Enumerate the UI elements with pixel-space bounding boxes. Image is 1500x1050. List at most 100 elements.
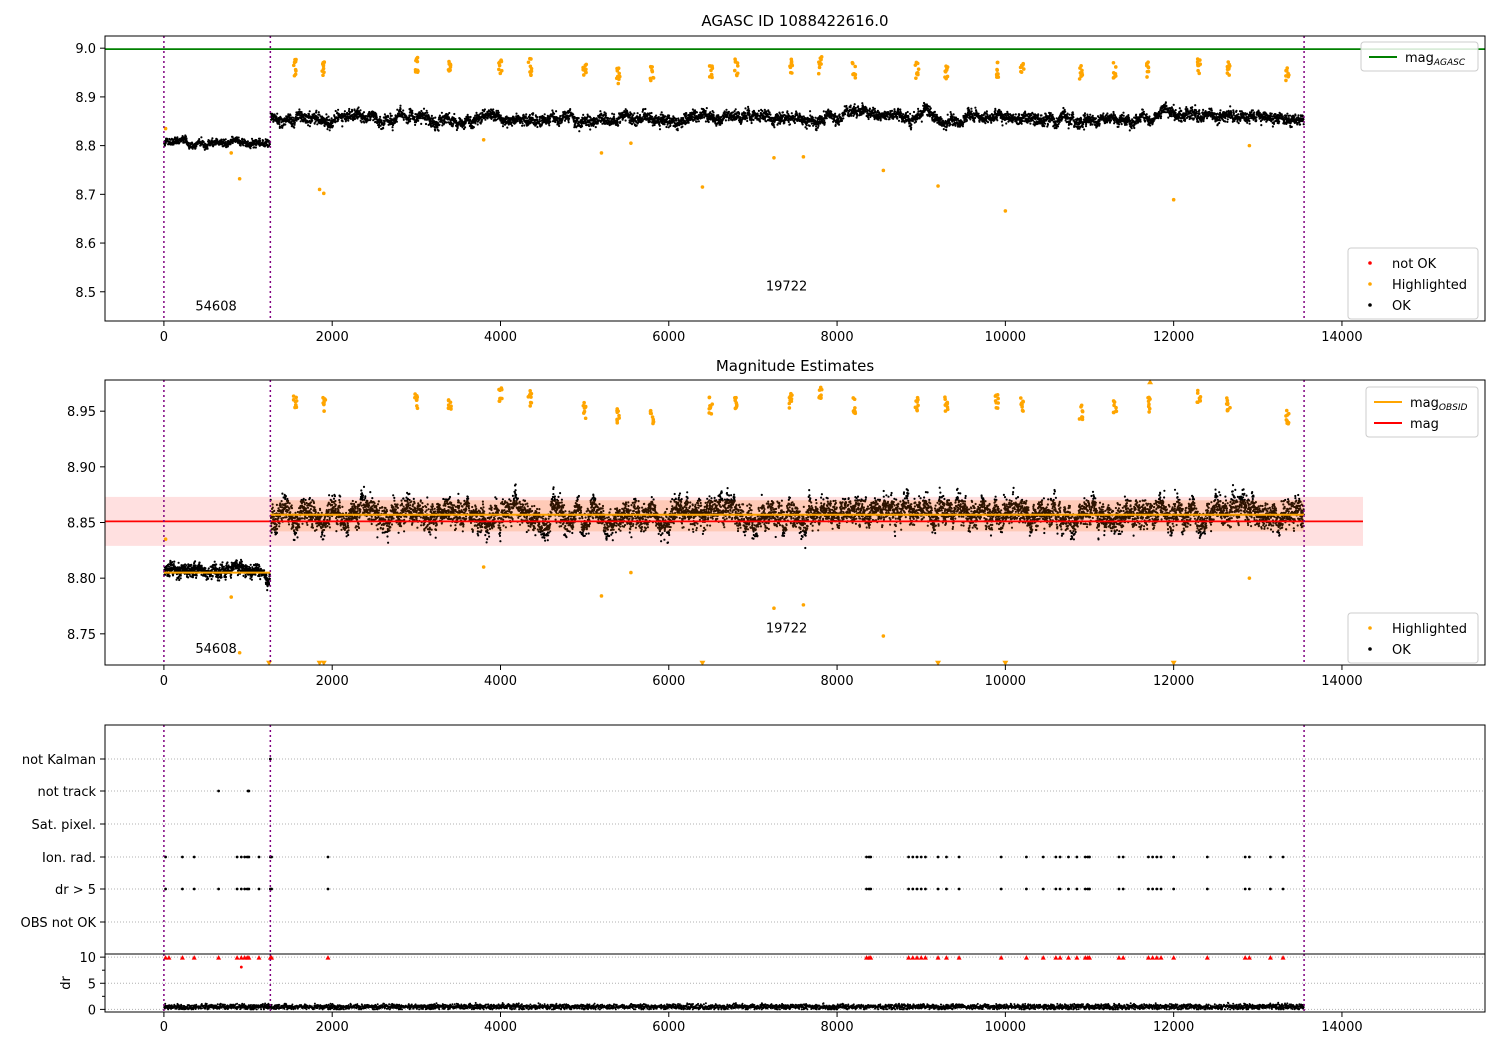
highlighted-point	[1195, 388, 1200, 393]
flag-point	[1117, 855, 1121, 859]
highlighted-point	[648, 78, 653, 83]
clipped-marker	[935, 660, 942, 666]
x-tick-label: 4000	[484, 1020, 517, 1035]
clipped-marker	[1002, 660, 1009, 666]
x-tick-label: 6000	[652, 1020, 685, 1035]
highlighted-point	[648, 64, 653, 69]
highlighted-point	[1225, 71, 1230, 75]
highlighted-point	[914, 60, 919, 65]
highlighted-point	[1284, 74, 1288, 78]
highlighted-point	[1111, 60, 1116, 65]
highlighted-point	[1019, 396, 1023, 400]
flag-point	[192, 887, 196, 891]
highlighted-point	[322, 409, 326, 413]
highlighted-point	[583, 416, 588, 421]
dr-clipped-marker	[1074, 955, 1080, 960]
highlighted-point	[294, 395, 298, 400]
highlighted-point	[293, 405, 297, 410]
dr-clipped-marker	[1242, 955, 1248, 960]
flag-point	[1243, 855, 1247, 859]
flag-point	[1205, 887, 1209, 891]
dr-clipped-marker	[1246, 955, 1252, 960]
highlighted-point	[735, 61, 740, 65]
y-tick-label: 0	[88, 1003, 96, 1018]
highlighted-point	[497, 67, 501, 72]
highlighted-point	[1146, 65, 1150, 69]
highlighted-point	[1147, 410, 1151, 414]
flag-point	[919, 855, 923, 859]
panel-flags: not Kalman not track Sat. pixel. Ion. rad. d…	[21, 724, 1486, 955]
highlighted-point	[526, 60, 531, 65]
panel-dr-axes: 0 5 10 0 2000 4000 6000 8000 10000 12000 14000	[79, 951, 1362, 1035]
dr-clipped-marker	[910, 955, 916, 960]
flag-point	[999, 887, 1003, 891]
highlighted-point	[995, 67, 999, 72]
x-tick-label: 12000	[1153, 330, 1194, 345]
x-tick-label: 14000	[1321, 1020, 1362, 1035]
flag-point	[1054, 887, 1058, 891]
highlighted-point	[853, 76, 858, 80]
flag-point	[919, 887, 923, 891]
highlighted-point	[481, 137, 486, 142]
flag-point	[1172, 887, 1176, 891]
highlighted-point	[1020, 402, 1024, 407]
highlighted-point	[229, 595, 234, 599]
highlighted-point	[1019, 64, 1024, 69]
highlighted-point	[914, 405, 919, 410]
highlighted-point	[851, 396, 856, 400]
highlighted-point	[1171, 197, 1176, 202]
highlighted-point	[816, 71, 821, 76]
highlighted-point	[293, 72, 298, 77]
obsid-label: 19722	[766, 622, 807, 637]
highlighted-point	[581, 404, 586, 408]
flag-point	[915, 855, 919, 859]
flag-point	[936, 887, 940, 891]
x-tick-label: 14000	[1321, 330, 1362, 345]
highlighted-point	[881, 168, 886, 173]
highlighted-point	[1284, 414, 1288, 418]
flag-point	[1205, 855, 1209, 859]
y-tick-label: 8.95	[67, 405, 96, 420]
highlighted-point	[818, 56, 823, 60]
flag-point	[1067, 855, 1070, 859]
flag-point	[1269, 855, 1272, 859]
legend-label: Highlighted	[1392, 278, 1467, 293]
panel-flags-plot	[105, 725, 1485, 954]
x-tick-label: 0	[160, 330, 168, 345]
highlighted-point	[1284, 418, 1289, 422]
dr-clipped-marker	[1040, 955, 1046, 960]
dr-clipped-marker	[1267, 955, 1273, 960]
highlighted-point	[497, 63, 502, 68]
highlighted-point	[1019, 70, 1024, 74]
dr-clipped-marker	[163, 955, 169, 960]
flag-point	[181, 855, 184, 859]
highlighted-point	[1147, 402, 1151, 407]
flag-point	[1054, 855, 1058, 859]
highlighted-point	[1225, 401, 1230, 406]
highlighted-point	[1146, 69, 1151, 74]
x-tick-label: 8000	[821, 330, 854, 345]
highlighted-point	[943, 75, 947, 79]
highlighted-point	[710, 402, 715, 406]
highlighted-point	[317, 187, 322, 192]
clipped-marker	[316, 660, 323, 666]
flag-point	[1083, 887, 1087, 891]
x-tick-label: 6000	[652, 330, 685, 345]
highlighted-point	[709, 72, 714, 77]
dr-clipped-marker	[1204, 955, 1210, 960]
flag-point	[1281, 855, 1285, 859]
highlighted-point	[996, 75, 1001, 79]
highlighted-point	[529, 66, 534, 71]
highlighted-point	[582, 409, 587, 414]
flag-point	[217, 789, 220, 793]
y-tick-label: 9.0	[75, 42, 96, 57]
flag-point	[235, 855, 239, 859]
highlighted-point	[916, 72, 920, 77]
highlighted-point	[499, 68, 504, 73]
flag-point	[1151, 855, 1155, 859]
x-tick-label: 2000	[316, 674, 349, 689]
flag-point	[945, 887, 948, 891]
obsid-label: 19722	[766, 279, 807, 294]
